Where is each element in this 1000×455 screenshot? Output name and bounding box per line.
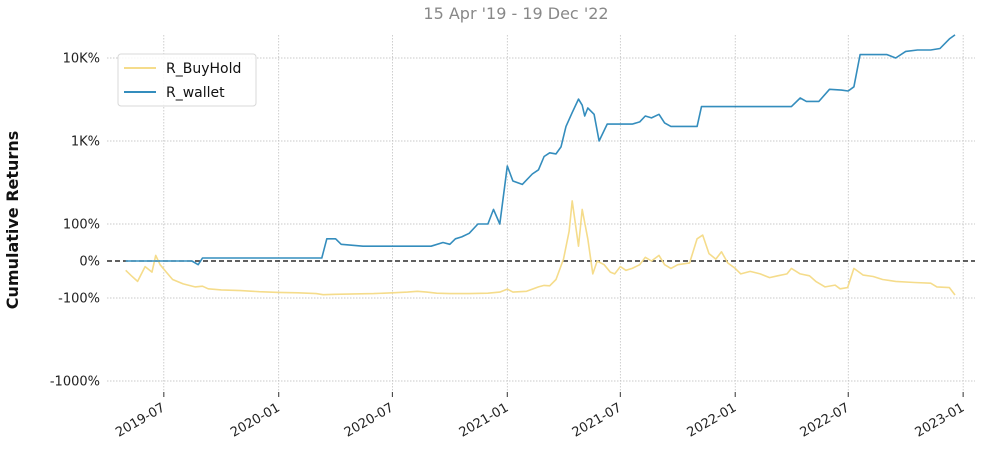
x-tick-label: 2021-01	[457, 400, 512, 440]
y-tick-label: 100%	[63, 218, 100, 233]
x-tick-label: 2022-01	[685, 400, 740, 440]
chart-subtitle: 15 Apr '19 - 19 Dec '22	[423, 4, 608, 23]
series-lines	[125, 34, 956, 296]
x-tick-label: 2020-07	[342, 400, 397, 440]
y-axis-label: Cumulative Returns	[3, 131, 22, 309]
x-tick-label: 2022-07	[798, 400, 853, 440]
x-tick-label: 2021-07	[570, 400, 625, 440]
series-line-r-wallet	[125, 34, 956, 266]
x-axis: 2019-07 2020-01 2020-07 2021-01 2021-07 2022-…	[113, 392, 967, 441]
grid-lines	[107, 35, 975, 392]
y-tick-label: -100%	[58, 292, 100, 307]
y-tick-label: 0%	[79, 255, 100, 270]
x-tick-label: 2019-07	[113, 400, 168, 440]
series-line-r-buyhold	[125, 200, 956, 296]
y-tick-label: 10K%	[63, 52, 100, 67]
y-axis: 10K% 1K% 100% 0% -100% -1000%	[50, 52, 100, 390]
legend-label: R_wallet	[166, 85, 225, 101]
legend: R_BuyHold R_wallet	[117, 53, 257, 107]
x-tick-label: 2020-01	[228, 400, 283, 440]
x-tick-label: 2023-01	[913, 400, 968, 440]
y-tick-label: -1000%	[50, 375, 100, 390]
legend-label: R_BuyHold	[166, 61, 241, 77]
y-tick-label: 1K%	[71, 135, 100, 150]
